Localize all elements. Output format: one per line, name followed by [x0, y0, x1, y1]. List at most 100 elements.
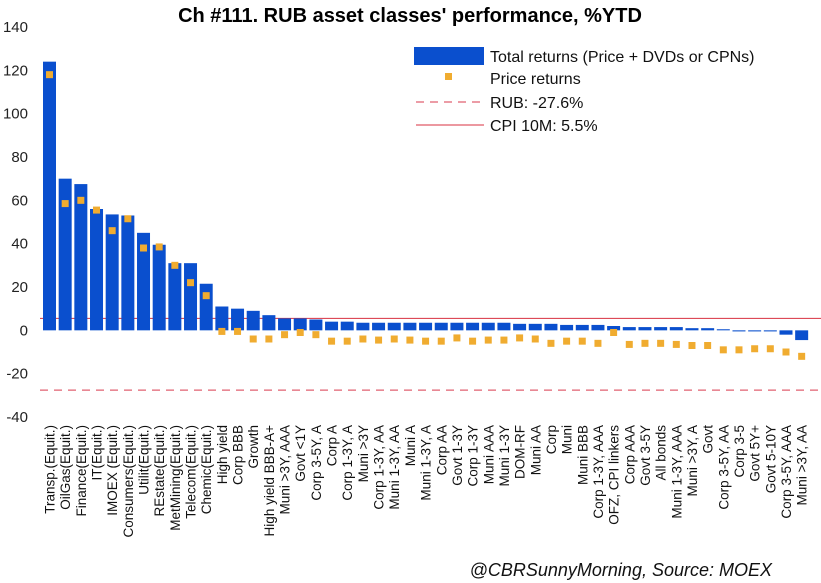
price-return-marker: [375, 336, 383, 344]
x-category-label: Corp 1-3Y: [466, 425, 481, 487]
x-axis-labels: Transp.(Equit.) OilGas(Equit.) Finance(Equ…: [43, 425, 810, 538]
total-return-bar: [105, 214, 119, 331]
legend: Total returns (Price + DVDs or CPNs) Pri…: [414, 47, 755, 135]
price-return-marker: [688, 342, 696, 349]
x-category-label: Muni >3Y, AAA: [278, 425, 293, 514]
total-return-bar: [293, 318, 307, 331]
total-return-bar: [763, 330, 777, 332]
x-category-label: Govt 3-5Y: [638, 425, 653, 486]
bar-series: [43, 61, 809, 341]
x-category-label: High yield BBB-A+: [262, 425, 277, 537]
x-category-label: Govt 5Y+: [748, 425, 763, 482]
total-return-bar: [669, 327, 683, 331]
total-return-bar: [654, 327, 668, 331]
price-return-marker: [234, 327, 242, 335]
total-return-bar: [403, 322, 417, 331]
total-return-bar: [748, 330, 762, 332]
price-return-marker: [751, 345, 759, 353]
total-return-bar: [356, 322, 370, 331]
price-return-marker: [77, 196, 85, 204]
price-return-marker: [249, 335, 257, 343]
chart-title: Ch #111. RUB asset classes' performance,…: [178, 5, 642, 27]
price-return-marker: [359, 335, 367, 343]
price-return-marker: [594, 339, 602, 347]
price-return-marker: [422, 337, 430, 345]
price-return-marker: [704, 342, 712, 349]
total-return-bar: [43, 61, 56, 331]
marker-series: [46, 71, 806, 360]
price-return-marker: [484, 336, 492, 344]
total-return-bar: [215, 306, 229, 331]
legend-label-total: Total returns (Price + DVDs or CPNs): [490, 49, 755, 66]
x-category-label: MetMining(Equit.): [168, 425, 183, 531]
legend-swatch-total: [414, 47, 484, 65]
total-return-bar: [199, 283, 213, 331]
x-category-label: OFZ, CPI linkers: [607, 425, 622, 525]
total-return-bar: [387, 322, 401, 331]
total-return-bar: [74, 184, 88, 331]
total-return-bar: [90, 209, 104, 331]
total-return-bar: [184, 263, 198, 331]
price-return-marker: [281, 331, 289, 339]
price-return-marker: [124, 215, 132, 223]
y-tick-label: 120: [3, 62, 28, 79]
x-category-label: Muni: [560, 425, 575, 454]
price-return-marker: [93, 206, 101, 214]
price-return-marker: [578, 337, 586, 345]
x-category-label: Corp 3-5: [732, 425, 747, 478]
total-return-bar: [278, 318, 292, 331]
x-category-label: Muni 1-3Y: [497, 425, 512, 487]
price-return-marker: [187, 279, 195, 287]
x-category-label: Corp 3-5Y, AA: [716, 425, 731, 510]
y-tick-label: 60: [11, 192, 28, 209]
total-return-bar: [575, 324, 589, 331]
y-tick-label: 20: [11, 279, 28, 296]
total-return-bar: [795, 330, 809, 341]
total-return-bar: [779, 330, 793, 335]
total-return-bar: [701, 328, 715, 331]
legend-label-cpi: CPI 10M: 5.5%: [490, 118, 598, 135]
price-return-marker: [782, 348, 790, 356]
total-return-bar: [450, 322, 464, 331]
total-return-bar: [325, 321, 339, 331]
x-category-label: Muni >3Y: [356, 425, 371, 482]
y-tick-label: 80: [11, 149, 28, 166]
x-category-label: Telecom(Equit.): [184, 425, 199, 519]
total-return-bar: [513, 323, 527, 331]
price-return-marker: [766, 345, 774, 353]
x-category-label: Corp 1-3Y, A: [340, 425, 355, 501]
price-return-marker: [469, 337, 477, 345]
total-return-bar: [58, 178, 72, 331]
total-return-bar: [466, 322, 480, 331]
y-tick-label: 140: [3, 19, 28, 36]
x-category-label: Govt <1Y: [293, 425, 308, 482]
legend-label-rub: RUB: -27.6%: [490, 95, 583, 112]
x-category-label: Govt: [701, 425, 716, 454]
price-return-marker: [343, 337, 351, 345]
x-category-label: Corp AAA: [622, 425, 637, 484]
x-category-label: Muni AA: [528, 425, 543, 475]
price-return-marker: [312, 331, 320, 339]
total-return-bar: [121, 215, 135, 331]
price-return-marker: [328, 337, 336, 345]
total-return-bar: [434, 322, 448, 331]
x-category-label: IT(Equit.): [90, 425, 105, 481]
x-category-label: Corp A: [325, 425, 340, 466]
price-return-marker: [610, 329, 618, 336]
price-return-marker: [657, 339, 665, 347]
total-return-bar: [591, 324, 605, 331]
x-category-label: Govt 5-10Y: [763, 425, 778, 493]
total-return-bar: [732, 330, 746, 332]
x-category-label: Chemic(Equit.): [199, 425, 214, 514]
price-return-marker: [390, 335, 398, 343]
price-return-marker: [296, 329, 304, 336]
price-return-marker: [719, 346, 727, 354]
x-category-label: Corp AA: [434, 425, 449, 475]
y-axis: -40 -20 0 20 40 60 80 100 120 140: [3, 19, 28, 426]
x-category-label: Corp: [544, 425, 559, 454]
total-return-bar: [137, 232, 151, 331]
x-category-label: Muni >3Y, AA: [795, 425, 810, 505]
price-return-marker: [437, 337, 445, 345]
price-return-marker: [516, 334, 524, 342]
y-tick-label: 100: [3, 106, 28, 123]
